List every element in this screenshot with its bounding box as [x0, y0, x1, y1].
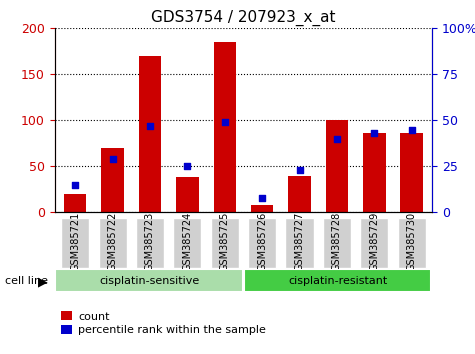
Bar — [400, 133, 423, 212]
Bar — [214, 42, 236, 212]
Bar — [363, 133, 386, 212]
FancyBboxPatch shape — [244, 269, 431, 292]
Point — [71, 182, 79, 188]
Text: GSM385721: GSM385721 — [70, 212, 80, 271]
Point — [109, 156, 116, 162]
Text: GSM385725: GSM385725 — [220, 212, 230, 271]
Text: GSM385726: GSM385726 — [257, 212, 267, 271]
Bar — [139, 56, 161, 212]
Point — [146, 123, 154, 129]
Point — [370, 130, 378, 136]
Text: GSM385730: GSM385730 — [407, 212, 417, 271]
FancyBboxPatch shape — [98, 218, 127, 268]
Bar — [288, 176, 311, 212]
Text: GSM385722: GSM385722 — [107, 212, 118, 271]
FancyBboxPatch shape — [211, 218, 239, 268]
Text: GSM385723: GSM385723 — [145, 212, 155, 271]
Legend: count, percentile rank within the sample: count, percentile rank within the sample — [60, 310, 267, 336]
Text: cisplatin-resistant: cisplatin-resistant — [288, 275, 388, 286]
Point — [296, 167, 304, 173]
FancyBboxPatch shape — [136, 218, 164, 268]
FancyBboxPatch shape — [323, 218, 351, 268]
Text: GSM385724: GSM385724 — [182, 212, 192, 271]
Point — [258, 195, 266, 200]
Bar — [326, 120, 348, 212]
Point — [408, 127, 416, 132]
Text: cisplatin-sensitive: cisplatin-sensitive — [99, 275, 199, 286]
Bar — [101, 148, 124, 212]
Bar — [64, 194, 86, 212]
Text: GSM385727: GSM385727 — [294, 212, 304, 271]
Title: GDS3754 / 207923_x_at: GDS3754 / 207923_x_at — [151, 9, 336, 25]
FancyBboxPatch shape — [398, 218, 426, 268]
Point — [221, 119, 228, 125]
Text: GSM385729: GSM385729 — [369, 212, 380, 271]
FancyBboxPatch shape — [56, 269, 243, 292]
Bar — [251, 205, 273, 212]
Point — [183, 164, 191, 169]
Text: GSM385728: GSM385728 — [332, 212, 342, 271]
FancyBboxPatch shape — [248, 218, 276, 268]
Point — [333, 136, 341, 142]
Bar — [176, 177, 199, 212]
FancyBboxPatch shape — [61, 218, 89, 268]
FancyBboxPatch shape — [360, 218, 389, 268]
Text: cell line: cell line — [5, 276, 48, 286]
FancyBboxPatch shape — [285, 218, 314, 268]
Text: ▶: ▶ — [38, 275, 48, 288]
FancyBboxPatch shape — [173, 218, 201, 268]
